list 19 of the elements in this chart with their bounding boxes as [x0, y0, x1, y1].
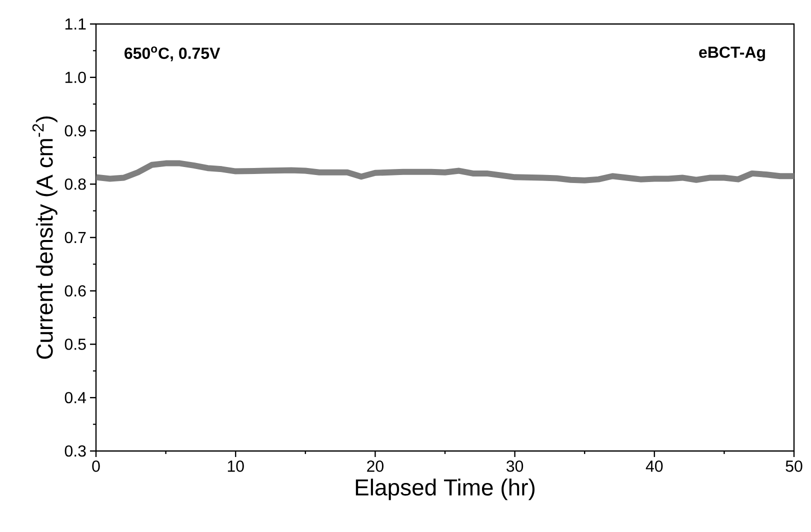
x-tick-label: 0 — [92, 460, 100, 472]
x-tick-label: 20 — [367, 460, 384, 472]
y-tick-label: 1.0 — [65, 72, 86, 84]
y-tick-label: 0.8 — [64, 178, 86, 190]
x-tick-label: 50 — [786, 460, 802, 472]
y-tick-label: 0.3 — [64, 445, 86, 457]
y-tick-label: 0.9 — [64, 125, 86, 136]
annotation: eBCT-Ag — [699, 46, 765, 62]
x-tick-label: 10 — [228, 460, 244, 472]
y-tick-label: 0.6 — [64, 285, 86, 297]
x-tick-label: 30 — [506, 460, 524, 472]
y-tick-label: 1.1 — [65, 18, 86, 30]
y-tick-label: 0.7 — [64, 232, 86, 244]
x-axis-title: Elapsed Time (hr) — [356, 478, 534, 500]
y-tick-label: 0.5 — [64, 338, 86, 350]
x-tick-label: 40 — [646, 460, 663, 472]
annotation: 650$^{o}$C, 0.75V — [124, 46, 220, 62]
y-axis-title: Current density (A cm$^{-2}$) — [32, 116, 58, 359]
y-tick-label: 0.4 — [64, 392, 86, 404]
